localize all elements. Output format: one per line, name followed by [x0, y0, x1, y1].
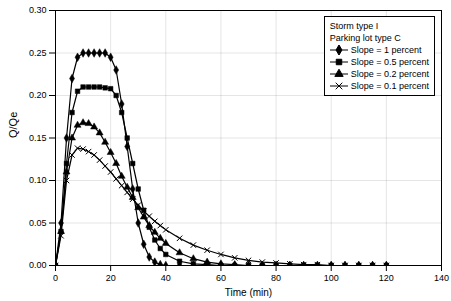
svg-text:0.20: 0.20 — [29, 90, 47, 100]
html-text:Slope = 0.1 percent: Slope = 0.1 percent — [350, 81, 429, 91]
svg-text:40: 40 — [161, 273, 171, 283]
svg-text:100: 100 — [324, 273, 339, 283]
html-text:Slope = 1 percent: Slope = 1 percent — [350, 45, 422, 55]
svg-text:20: 20 — [106, 273, 116, 283]
svg-text:Time (min): Time (min) — [225, 287, 272, 298]
svg-text:140: 140 — [434, 273, 449, 283]
svg-text:0.05: 0.05 — [29, 218, 47, 228]
svg-text:80: 80 — [271, 273, 281, 283]
svg-text:0: 0 — [53, 273, 58, 283]
html-text:Slope = 0.5 percent: Slope = 0.5 percent — [350, 57, 429, 67]
svg-text:0.10: 0.10 — [29, 175, 47, 185]
svg-text:0.30: 0.30 — [29, 5, 47, 15]
svg-text:0.00: 0.00 — [29, 260, 47, 270]
svg-text:0.15: 0.15 — [29, 133, 47, 143]
html-text:Slope = 0.2 percent: Slope = 0.2 percent — [350, 69, 429, 79]
svg-text:0.25: 0.25 — [29, 48, 47, 58]
html-text:Parking lot type C: Parking lot type C — [329, 33, 401, 43]
svg-text:Q/Qe: Q/Qe — [7, 112, 19, 138]
svg-text:60: 60 — [216, 273, 226, 283]
svg-text:120: 120 — [379, 273, 394, 283]
html-text:Storm type I: Storm type I — [329, 21, 379, 31]
